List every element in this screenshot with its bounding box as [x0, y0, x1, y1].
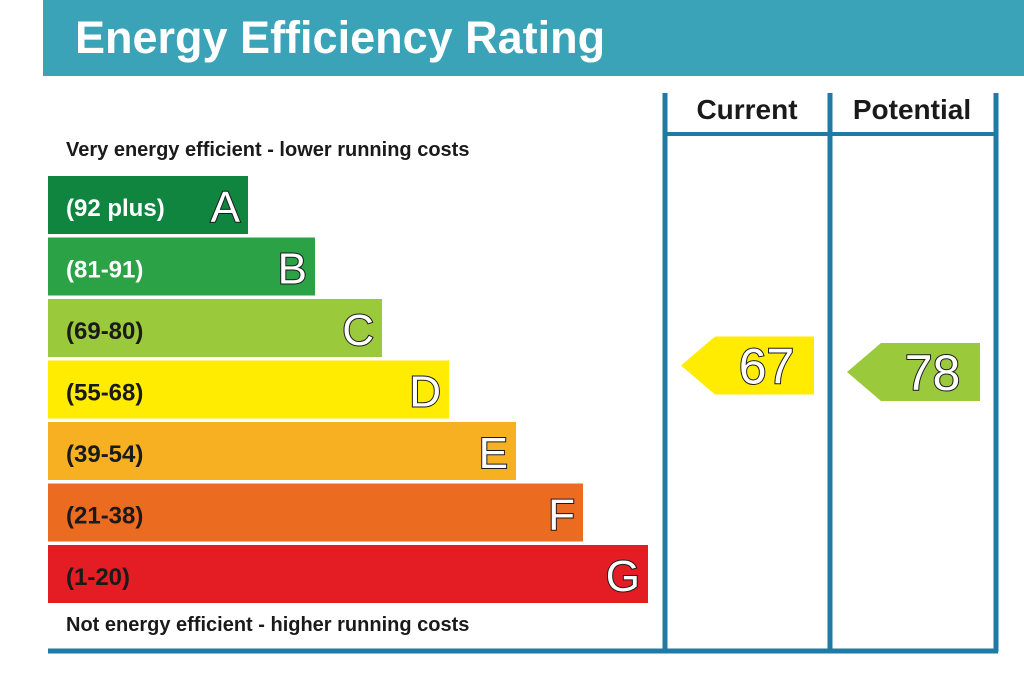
- band-letter-a: A: [211, 183, 241, 232]
- band-range-label: (1-20): [66, 564, 130, 591]
- band-letter-c: C: [342, 306, 374, 355]
- rating-columns-frame: [48, 93, 999, 654]
- band-bar-e: [48, 422, 516, 480]
- potential-column-header: Potential: [853, 94, 971, 125]
- band-range-label: (81-91): [66, 257, 143, 284]
- band-f: (21-38) F: [48, 483, 583, 542]
- band-letter-b: B: [278, 245, 307, 294]
- band-letter-e: E: [479, 429, 508, 478]
- potential-rating-arrow-value: 78: [905, 345, 961, 401]
- band-range-label: (39-54): [66, 441, 143, 468]
- band-bar-d: [48, 360, 449, 419]
- band-range-label: (21-38): [66, 503, 143, 530]
- band-range-label: (92 plus): [66, 195, 165, 222]
- efficient-note: Very energy efficient - lower running co…: [66, 139, 469, 161]
- band-letter-g: G: [606, 552, 640, 601]
- band-range-label: (55-68): [66, 380, 143, 407]
- current-column-header: Current: [696, 94, 797, 125]
- current-rating-arrow: 67: [681, 336, 814, 396]
- band-b: (81-91) B: [48, 237, 315, 296]
- band-g: (1-20) G: [48, 545, 648, 603]
- band-range-label: (69-80): [66, 318, 143, 345]
- potential-rating-arrow-shape: [847, 343, 980, 401]
- band-d: (55-68) D: [48, 360, 449, 419]
- band-a: (92 plus) A: [48, 176, 248, 234]
- potential-rating-arrow: 78: [847, 343, 980, 402]
- band-c: (69-80) C: [48, 299, 382, 357]
- band-bar-g: [48, 545, 648, 603]
- current-rating-arrow-value: 67: [739, 339, 795, 395]
- band-letter-d: D: [409, 368, 441, 417]
- band-bar-f: [48, 483, 583, 542]
- rating-arrows: 67 78: [681, 336, 980, 402]
- band-e: (39-54) E: [48, 422, 516, 480]
- rating-bands: (92 plus) A (81-91) B (69-80) C (55-68) D (39-54…: [48, 176, 648, 603]
- title-bar: Energy Efficiency Rating: [43, 0, 1024, 76]
- inefficient-note: Not energy efficient - higher running co…: [66, 614, 469, 636]
- page-title: Energy Efficiency Rating: [75, 12, 606, 63]
- band-bar-c: [48, 299, 382, 357]
- current-rating-arrow-shape: [681, 336, 814, 395]
- band-letter-f: F: [548, 491, 575, 540]
- band-bar-a: [48, 176, 248, 234]
- band-bar-b: [48, 237, 315, 296]
